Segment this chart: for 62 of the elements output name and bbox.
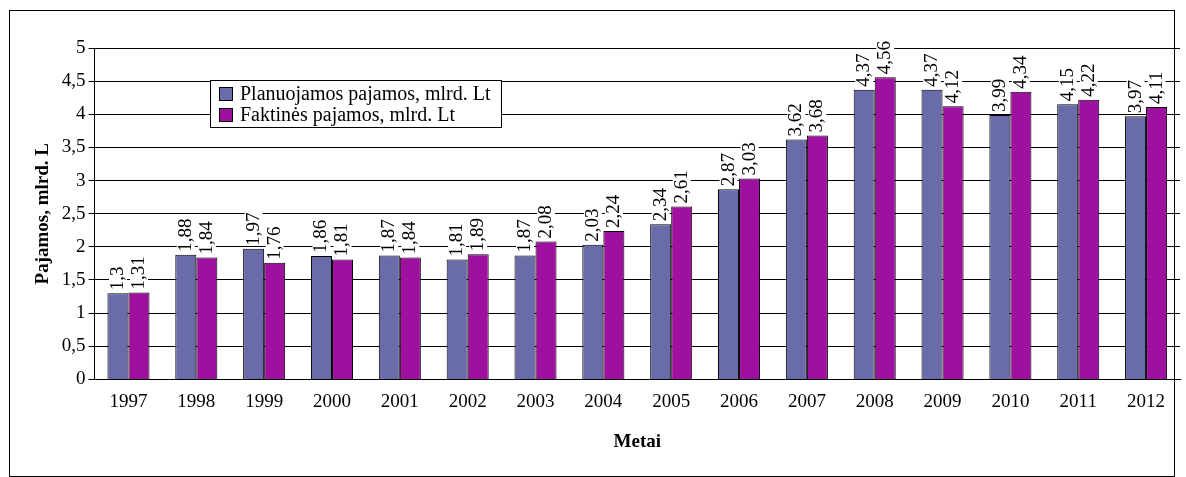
data-label: 2,24 <box>601 194 623 228</box>
data-label: 4,37 <box>852 53 874 87</box>
data-label: 3,62 <box>784 103 806 137</box>
data-label: 1,87 <box>377 219 399 253</box>
y-tick-label: 1 <box>76 301 86 323</box>
data-label: 2,34 <box>648 187 670 222</box>
x-tick-label: 2000 <box>312 389 351 411</box>
x-tick-label: 2005 <box>652 389 691 411</box>
y-tick-label: 3,5 <box>61 135 86 157</box>
y-tick-label: 0,5 <box>61 334 86 356</box>
data-label: 3,99 <box>987 78 1009 112</box>
x-tick-label: 2009 <box>923 389 962 411</box>
data-label: 4,56 <box>873 40 895 75</box>
data-label: 4,37 <box>920 53 942 87</box>
x-tick-label: 2003 <box>516 389 555 411</box>
data-label: 1,87 <box>512 219 534 253</box>
x-tick-label: 2002 <box>448 389 487 411</box>
y-tick-label: 3 <box>76 168 86 190</box>
x-tick-label: 1998 <box>177 389 216 411</box>
data-label: 4,15 <box>1055 68 1077 102</box>
x-tick-label: 1999 <box>245 389 284 411</box>
x-tick-label: 2006 <box>720 389 759 411</box>
y-tick-label: 0 <box>76 367 86 389</box>
data-label: 1,76 <box>262 226 284 260</box>
y-tick-label: 1,5 <box>61 267 86 289</box>
data-label: 4,11 <box>1144 71 1166 104</box>
data-label: 1,81 <box>445 223 467 257</box>
data-label: 2,03 <box>580 208 602 242</box>
x-tick-label: 2010 <box>991 389 1030 411</box>
x-axis-title: Metai <box>613 429 662 451</box>
data-label: 2,87 <box>716 152 738 187</box>
data-label: 1,88 <box>173 218 195 252</box>
data-label: 1,86 <box>309 219 331 254</box>
data-label: 1,3 <box>105 266 127 291</box>
data-label: 3,97 <box>1123 80 1145 114</box>
data-label: 4,12 <box>941 70 963 104</box>
data-label: 1,81 <box>330 223 352 257</box>
legend-label: Planuojamos pajamos, mlrd. Lt <box>240 82 491 104</box>
y-tick-label: 2 <box>76 234 86 256</box>
x-tick-label: 2007 <box>787 389 826 411</box>
y-tick-label: 4,5 <box>61 69 86 91</box>
x-tick-label: 2004 <box>584 389 623 411</box>
data-label: 3,68 <box>805 99 827 133</box>
data-label: 1,89 <box>466 217 488 252</box>
data-label: 4,34 <box>1008 54 1030 89</box>
x-tick-label: 1997 <box>109 389 148 411</box>
data-label: 1,31 <box>126 256 148 290</box>
x-tick-label: 2012 <box>1127 389 1166 411</box>
data-label: 2,08 <box>534 205 556 239</box>
x-tick-label: 2011 <box>1059 389 1097 411</box>
y-tick-label: 4 <box>76 102 87 124</box>
data-label: 1,84 <box>194 220 216 255</box>
data-label: 2,61 <box>669 170 691 204</box>
data-label: 1,97 <box>241 212 263 246</box>
data-label: 1,84 <box>398 220 420 255</box>
y-tick-label: 2,5 <box>61 201 86 223</box>
y-axis-title: Pajamos, mlrd. L <box>31 142 53 285</box>
data-label: 4,22 <box>1076 63 1098 97</box>
x-tick-label: 2008 <box>855 389 894 411</box>
x-tick-label: 2001 <box>380 389 419 411</box>
y-tick-label: 5 <box>76 35 86 57</box>
data-label: 3,03 <box>737 142 759 176</box>
